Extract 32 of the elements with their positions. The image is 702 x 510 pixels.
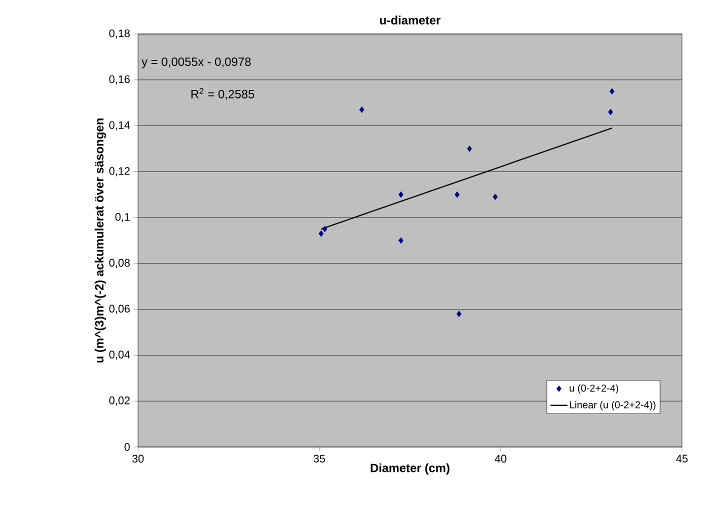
legend-label: u (0-2+2-4) [570, 384, 618, 394]
point [492, 194, 498, 200]
point [398, 191, 404, 198]
legend-label: Linear (u (0-2+2-4)) [570, 401, 656, 410]
annotation: R$^{2}$ = 0,2585 [191, 88, 254, 100]
y-tick-label: 0 [124, 443, 130, 451]
y-axis-title: u (m^(3)m^(-2) ackumulerat över säsongen [94, 118, 106, 362]
x-tick-label: 30 [132, 454, 144, 463]
x-axis-title: Diameter (cm) [370, 463, 450, 475]
y-tick-label: 0,1 [115, 213, 130, 222]
y-tick-label: 0,18 [109, 29, 130, 39]
point [467, 146, 472, 152]
point [398, 237, 404, 244]
chart-title: u-diameter [380, 16, 440, 25]
y-tick-label: 0,16 [109, 75, 130, 84]
y-tick-label: 0,14 [109, 121, 130, 130]
y-tick-label: 0,06 [109, 304, 130, 314]
x-tick-label: 35 [314, 454, 325, 463]
x-tick-label: 40 [494, 454, 506, 463]
point [608, 108, 613, 116]
x-tick-label: 45 [676, 454, 688, 462]
y-tick-label: 0,02 [109, 396, 130, 406]
point [318, 230, 324, 237]
point [454, 191, 460, 198]
point [359, 106, 364, 113]
point [456, 310, 462, 318]
point [610, 88, 614, 95]
y-tick-label: 0,12 [109, 167, 130, 176]
point [322, 226, 328, 232]
y-tick-label: 0,08 [109, 258, 130, 268]
y-tick-label: 0,04 [109, 350, 130, 360]
annotation: y = 0,0055x - 0,0978 [142, 57, 251, 68]
